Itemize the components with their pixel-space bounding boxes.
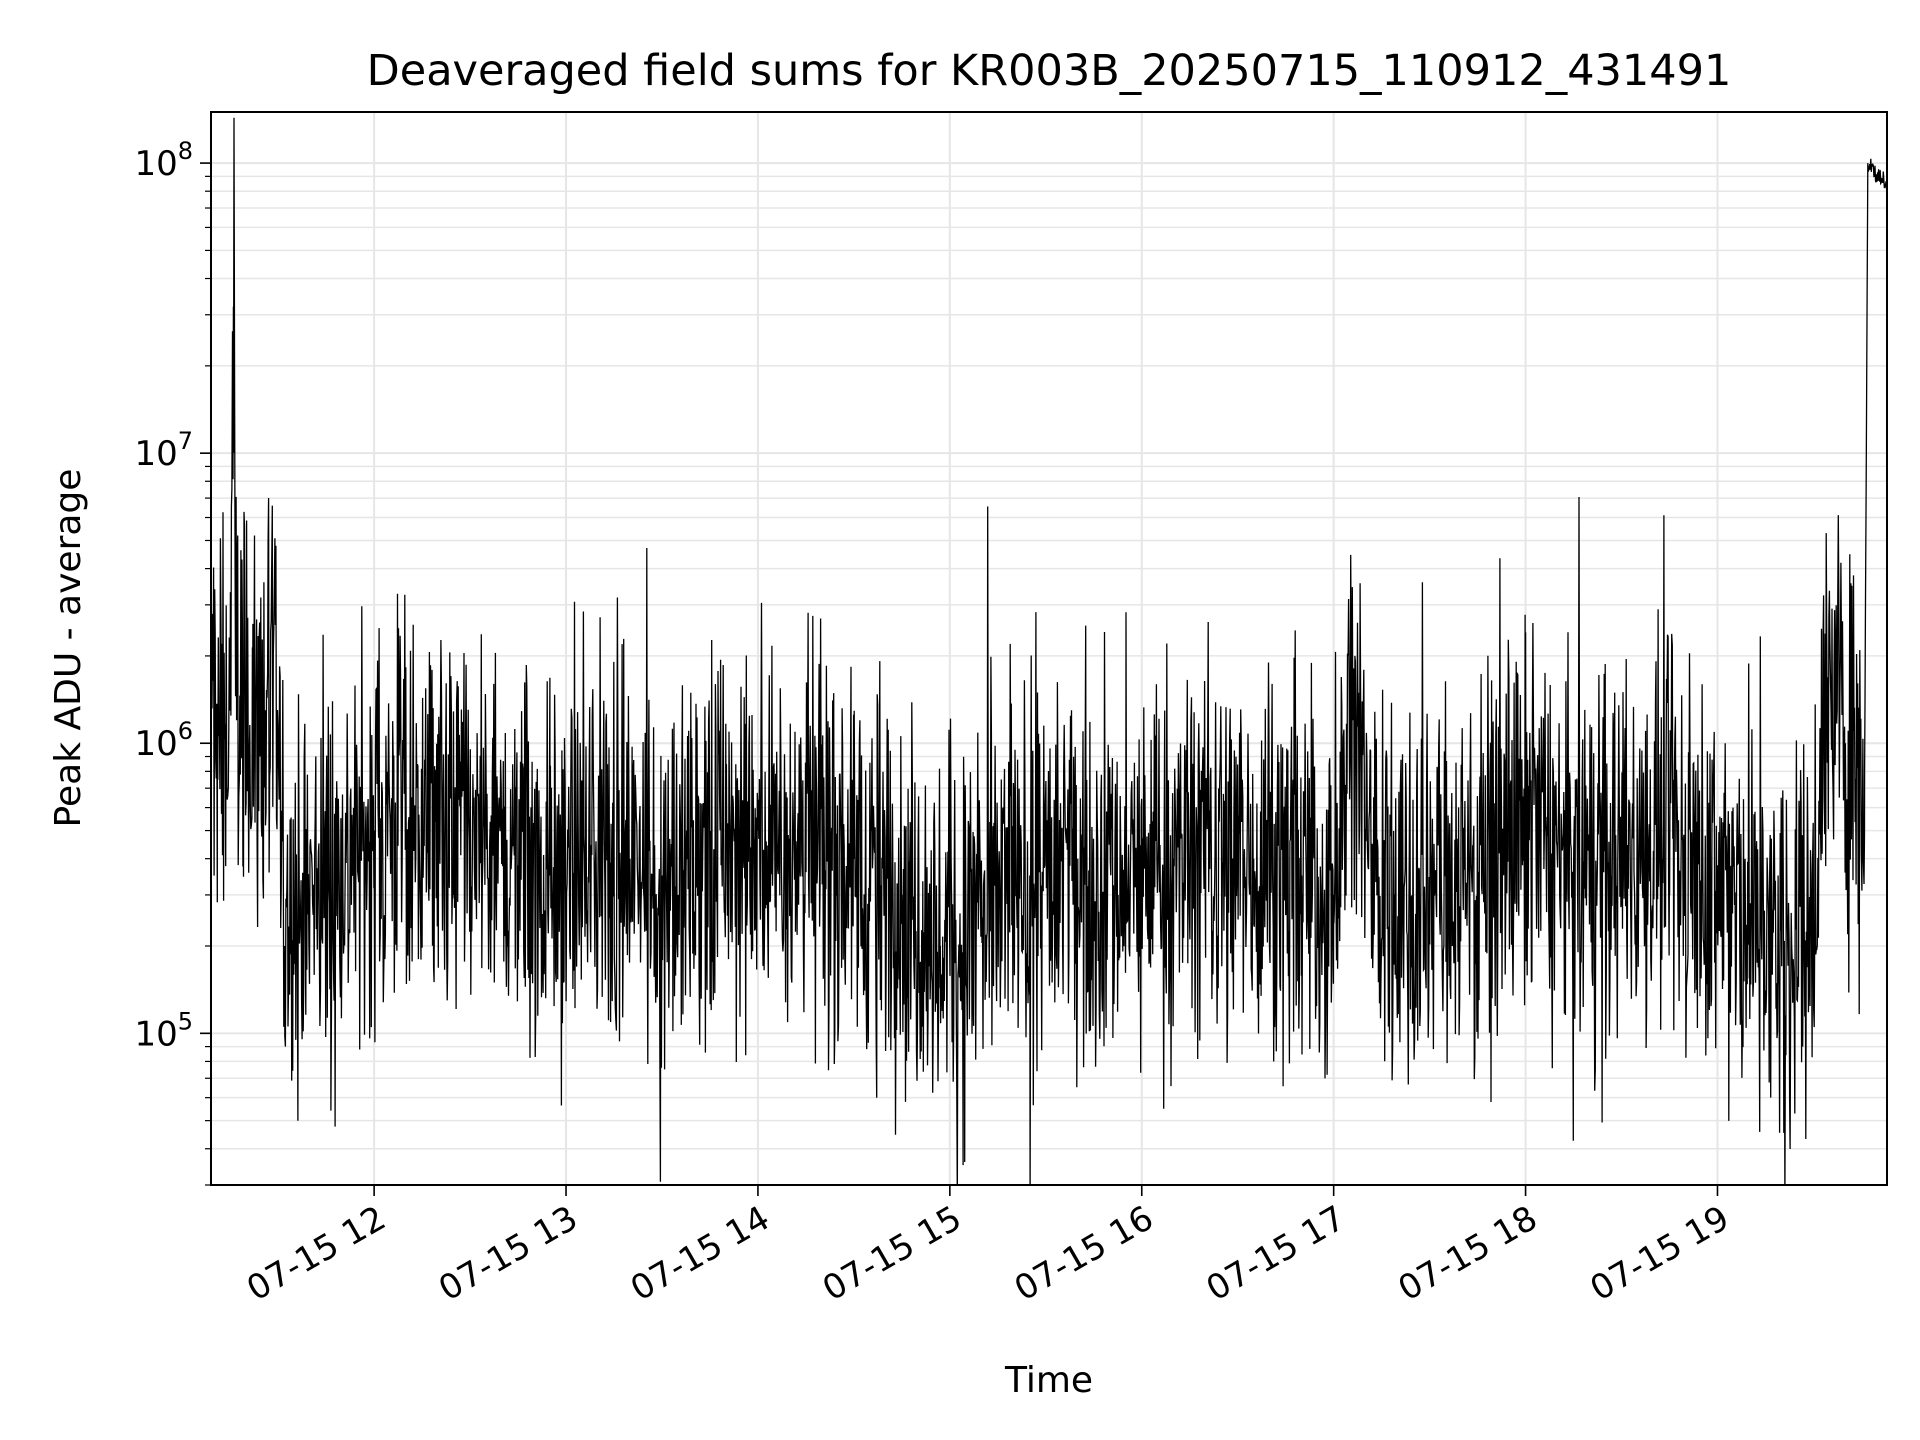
series-line xyxy=(211,117,1887,1185)
y-axis-label: Peak ADU - average xyxy=(48,469,89,828)
y-tick-label: 105 xyxy=(134,1007,193,1054)
x-axis-label: Time xyxy=(1004,1360,1093,1401)
y-tick-label: 108 xyxy=(134,137,193,184)
y-tick-label: 107 xyxy=(134,427,193,474)
plot-frame xyxy=(210,111,1888,1186)
y-tick-label: 106 xyxy=(134,717,193,764)
chart-title: Deaveraged field sums for KR003B_2025071… xyxy=(367,46,1732,96)
y-axis: 105 106 107 108 xyxy=(134,137,211,1186)
